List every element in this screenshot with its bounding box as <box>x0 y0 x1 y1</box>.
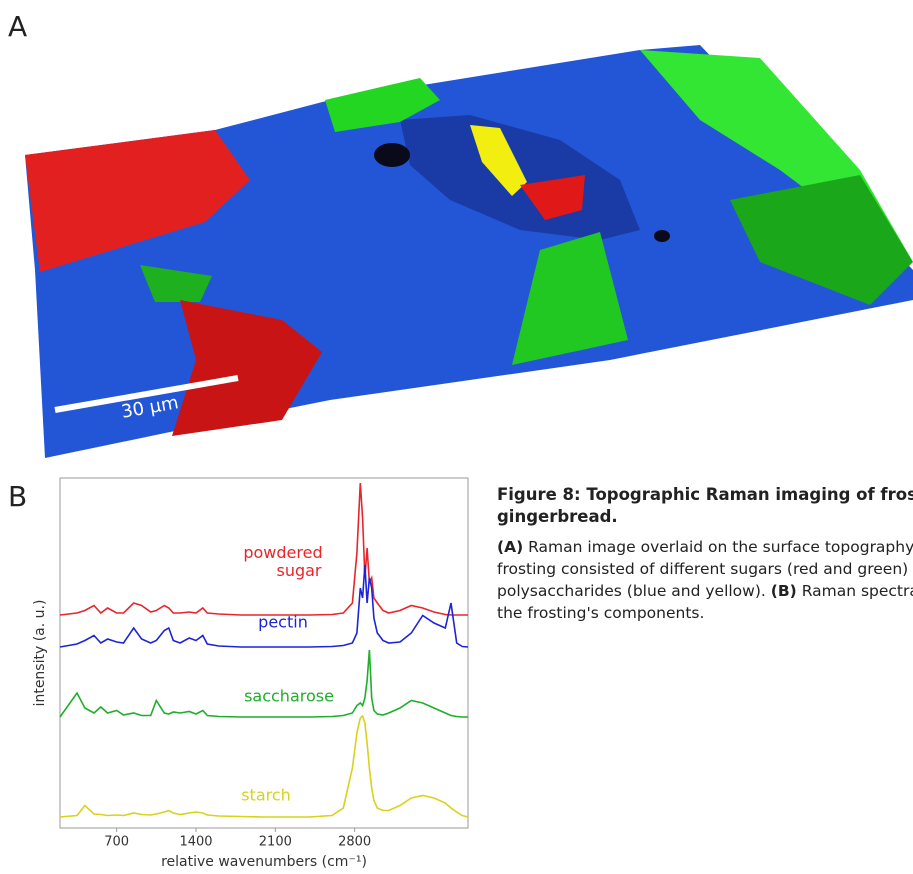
caption: Figure 8: Topographic Raman imaging of f… <box>497 484 913 624</box>
spectrum-line <box>60 650 468 717</box>
hole <box>654 230 670 242</box>
caption-body: (A) Raman image overlaid on the surface … <box>497 536 913 624</box>
x-tick-label: 2800 <box>338 835 371 850</box>
panel-label: B <box>8 480 27 513</box>
x-tick-label: 700 <box>104 835 129 850</box>
caption-title: Figure 8: Topographic Raman imaging of f… <box>497 484 913 528</box>
spectrum-line <box>60 565 468 647</box>
caption-label: (B) <box>771 582 797 600</box>
series-label: pectin <box>258 613 308 632</box>
panel-label: A <box>8 10 27 43</box>
spectra-chart: B intensity (a. u.) relative wavenumbers… <box>0 460 480 874</box>
page: {"panel_a": {"label": "A", "scale_bar": … <box>0 0 913 874</box>
series-label: starch <box>241 786 291 805</box>
y-axis-label: intensity (a. u.) <box>32 600 48 707</box>
plot-frame <box>60 478 468 828</box>
caption-label: (A) <box>497 538 523 556</box>
x-tick-label: 2100 <box>259 835 292 850</box>
x-axis-label: relative wavenumbers (cm⁻¹) <box>161 854 367 870</box>
raman-image: A 30 µm <box>0 0 913 460</box>
series-label: saccharose <box>244 687 334 706</box>
x-tick-label: 1400 <box>179 835 212 850</box>
hole <box>374 143 410 167</box>
